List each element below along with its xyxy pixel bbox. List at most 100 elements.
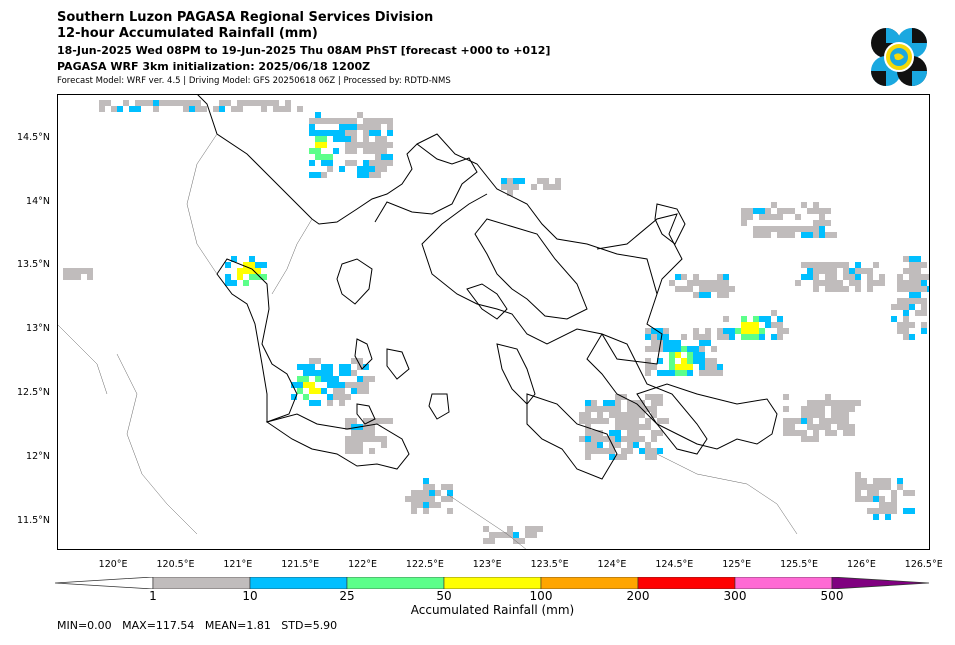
- colorbar-under-arrow: [55, 577, 154, 589]
- latitude-tick-label: 11.5°N: [16, 514, 50, 526]
- rainfall-cell: [291, 394, 297, 400]
- rainfall-cell: [675, 340, 681, 346]
- rainfall-cell: [351, 358, 357, 364]
- rainfall-cell: [717, 274, 723, 280]
- rainfall-cell: [915, 262, 927, 268]
- rainfall-cell: [831, 268, 837, 274]
- rainfall-cell: [861, 496, 867, 502]
- rainfall-cell: [603, 448, 609, 454]
- rainfall-cell: [651, 400, 657, 406]
- rainfall-cell: [921, 286, 927, 292]
- rainfall-cell: [759, 328, 765, 334]
- rainfall-cell: [357, 172, 369, 178]
- rainfall-cell: [345, 436, 351, 442]
- colorbar-tick-label: 100: [529, 589, 553, 603]
- rainfall-cell: [777, 328, 789, 334]
- latitude-tick-label: 13°N: [26, 323, 50, 335]
- rainfall-cell: [375, 436, 387, 442]
- rainfall-cell: [255, 100, 261, 106]
- colorbar-segment: [346, 577, 445, 589]
- rainfall-cell: [591, 400, 597, 406]
- rainfall-cell: [681, 358, 687, 364]
- rainfall-cell: [831, 286, 843, 292]
- rainfall-cell: [585, 436, 591, 442]
- rainfall-cell: [813, 226, 819, 232]
- rainfall-cell: [807, 424, 819, 430]
- rainfall-cell: [783, 406, 789, 412]
- rainfall-cell: [261, 262, 267, 268]
- rainfall-cell: [369, 160, 375, 166]
- rainfall-cell: [357, 166, 363, 172]
- rainfall-cell: [921, 328, 927, 334]
- rainfall-cell: [867, 286, 873, 292]
- rainfall-cell: [867, 490, 873, 496]
- rainfall-cell: [651, 436, 657, 442]
- rainfall-cell: [159, 100, 165, 106]
- rainfall-cell: [309, 172, 321, 178]
- model-initialization: PAGASA WRF 3km initialization: 2025/06/1…: [57, 60, 371, 73]
- rainfall-cell: [699, 334, 711, 340]
- rainfall-cell: [645, 328, 651, 334]
- rainfall-cell: [795, 214, 801, 220]
- rainfall-cell: [591, 436, 597, 442]
- rainfall-cell: [699, 286, 705, 292]
- rainfall-cell: [837, 280, 843, 286]
- rainfall-cell: [759, 214, 771, 220]
- latitude-tick-label: 12.5°N: [16, 387, 50, 399]
- rainfall-cell: [309, 364, 315, 370]
- rainfall-cell: [615, 412, 627, 418]
- rainfall-cell: [585, 406, 591, 412]
- colorbar-segments: [152, 577, 833, 589]
- rainfall-cell: [243, 268, 249, 274]
- rainfall-cell: [825, 418, 831, 424]
- rainfall-cell: [363, 376, 375, 382]
- rainfall-cell: [645, 418, 651, 424]
- rainfall-cell: [381, 154, 393, 160]
- rainfall-cell: [651, 454, 657, 460]
- rainfall-cell: [309, 148, 321, 154]
- rainfall-cell: [909, 292, 921, 298]
- rainfall-cell: [741, 316, 747, 322]
- rainfall-cell: [345, 130, 357, 136]
- rainfall-cell: [777, 232, 789, 238]
- rainfall-cell: [351, 436, 357, 442]
- rainfall-cell: [795, 226, 801, 232]
- rainfall-cell: [381, 118, 393, 124]
- rainfall-cell: [753, 328, 759, 334]
- rainfall-cell: [285, 106, 291, 112]
- rainfall-cell: [381, 148, 387, 154]
- rainfall-cell: [693, 292, 699, 298]
- rainfall-cell: [621, 436, 627, 442]
- rainfall-cell: [531, 532, 537, 538]
- rainfall-cell: [327, 166, 333, 172]
- rainfall-cell: [813, 430, 819, 436]
- rainfall-statistics: MIN=0.00 MAX=117.54 MEAN=1.81 STD=5.90: [57, 619, 338, 632]
- rainfall-cell: [903, 256, 909, 262]
- rainfall-cell: [627, 430, 639, 436]
- rainfall-cell: [633, 418, 639, 424]
- rainfall-cell: [351, 136, 357, 142]
- latitude-tick-label: 13.5°N: [16, 259, 50, 271]
- rainfall-cell: [327, 376, 339, 382]
- rainfall-cell: [903, 508, 915, 514]
- rainfall-cell: [741, 328, 747, 334]
- rainfall-cell: [609, 430, 615, 436]
- rainfall-cell: [603, 418, 609, 424]
- rainfall-cell: [345, 424, 351, 430]
- rainfall-cell: [729, 328, 735, 334]
- rainfall-cell: [837, 418, 849, 424]
- rainfall-cell: [915, 298, 927, 304]
- rainfall-cell: [651, 394, 657, 400]
- rainfall-cell: [327, 130, 333, 136]
- rainfall-cell: [243, 280, 249, 286]
- rainfall-cell: [651, 448, 657, 454]
- rainfall-cell: [687, 352, 693, 358]
- rainfall-cell: [309, 400, 315, 406]
- rainfall-cell: [813, 202, 819, 208]
- rainfall-cell: [789, 232, 795, 238]
- rainfall-cell: [897, 484, 903, 490]
- rainfall-cell: [741, 334, 753, 340]
- rainfall-cell: [195, 100, 201, 106]
- rainfall-cell: [873, 262, 879, 268]
- longitude-tick-label: 125°E: [722, 559, 752, 570]
